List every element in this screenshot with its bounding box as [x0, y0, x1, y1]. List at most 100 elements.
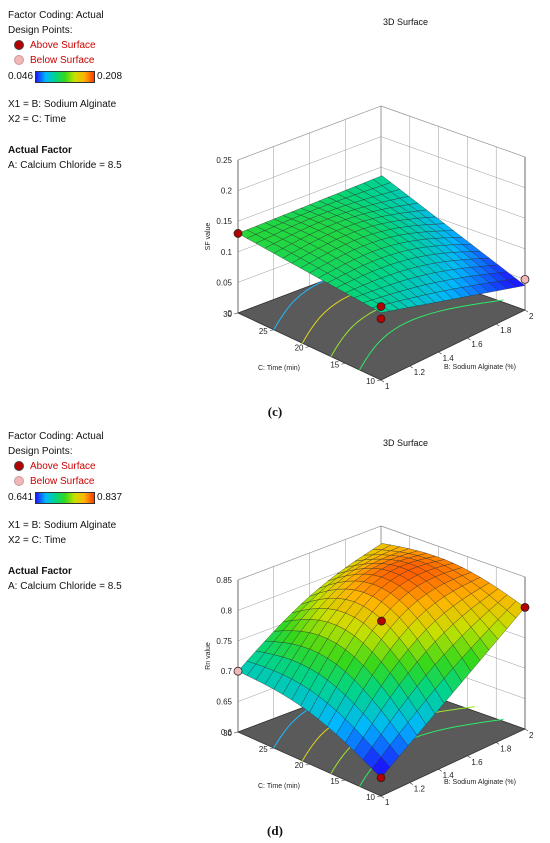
design-point-above — [233, 229, 243, 238]
z-tick-label: 0.6 — [221, 728, 233, 737]
wall-gridline — [380, 166, 526, 219]
y-axis-title: C: Time (min) — [258, 365, 300, 372]
colorbar-max: 0.208 — [97, 71, 123, 82]
z-tick-label: 0.8 — [221, 606, 233, 615]
x-tick-label: 1.2 — [414, 785, 426, 794]
design-point-above — [376, 314, 386, 324]
colorbar-min: 0.046 — [8, 71, 34, 82]
surface-plot-c: 0 0.05 0.1 0.15 0.2 0.25 1 1.2 1.4 1.6 1.8 2 10 15 20 2… — [205, 105, 534, 391]
y-tick-label: 10 — [366, 793, 375, 802]
y-tick — [341, 362, 346, 365]
z-tick-label: 0.1 — [221, 248, 233, 257]
x-tick — [380, 379, 385, 383]
surface-mesh — [237, 543, 526, 779]
y-tick-label: 15 — [330, 360, 339, 369]
y-tick — [376, 795, 382, 798]
design-point-above — [376, 302, 386, 311]
z-tick-label: 0.7 — [221, 667, 233, 676]
x-axis: 1 1.2 1.4 1.6 1.8 2 — [380, 728, 534, 807]
design-points — [233, 602, 530, 783]
actual-factor-value: A: Calcium Chloride = 8.5 — [8, 160, 122, 171]
surface-cell — [506, 278, 526, 288]
y-tick-label: 25 — [259, 327, 268, 336]
x-tick — [380, 795, 385, 799]
x-tick — [524, 728, 529, 732]
x-tick — [467, 755, 471, 759]
y-tick-label: 20 — [295, 761, 304, 770]
z-tick-label: 0.05 — [216, 278, 232, 287]
above-surface-marker-icon — [14, 461, 24, 472]
z-tick-label: 0.75 — [216, 637, 232, 646]
surface-mesh — [237, 175, 526, 313]
x-tick-label: 2 — [529, 312, 534, 321]
chart-title-c: 3D Surface — [383, 17, 429, 27]
legend-c: Factor Coding: Actual Design Points: Abo… — [8, 8, 122, 173]
x-axis-title: B: Sodium Alginate (%) — [444, 779, 516, 786]
y-tick-label: 10 — [366, 377, 375, 386]
z-tick-label: 0.65 — [216, 698, 232, 707]
wall-gridline — [380, 525, 526, 578]
above-surface-label: Above Surface — [30, 461, 96, 472]
x-tick-label: 2 — [529, 731, 534, 740]
x-tick-label: 1.8 — [500, 744, 512, 753]
wall-gridline — [380, 136, 526, 188]
z-axis-title: Rn value — [205, 642, 212, 670]
y-tick — [269, 747, 274, 750]
x-tick-label: 1.4 — [443, 354, 455, 363]
z-tick-label: 0 — [228, 309, 233, 318]
x-tick — [409, 782, 413, 785]
y-tick-label: 30 — [223, 729, 232, 738]
y-tick-label: 15 — [330, 777, 339, 786]
below-surface-label: Below Surface — [30, 476, 95, 487]
y-axis-title: C: Time (min) — [258, 783, 300, 790]
x2-label: X2 = C: Time — [8, 114, 67, 125]
x-tick — [438, 351, 442, 355]
colorbar — [35, 70, 96, 83]
design-point-below — [520, 274, 530, 284]
colorbar-min: 0.641 — [8, 492, 34, 503]
x-tick — [467, 337, 471, 341]
design-points-label: Design Points: — [8, 446, 73, 457]
x-tick — [524, 309, 529, 313]
y-tick-label: 30 — [223, 310, 232, 319]
x-tick-label: 1.2 — [414, 368, 426, 377]
x-axis: 1 1.2 1.4 1.6 1.8 2 — [380, 309, 534, 391]
actual-factor-heading: Actual Factor — [8, 145, 72, 156]
design-points — [233, 229, 530, 324]
actual-factor-value: A: Calcium Chloride = 8.5 — [8, 581, 122, 592]
y-tick — [269, 329, 274, 332]
above-surface-marker-icon — [14, 40, 24, 51]
chart-title-d: 3D Surface — [383, 438, 429, 448]
x-tick — [438, 768, 442, 772]
y-tick-label: 20 — [295, 344, 304, 353]
x1-label: X1 = B: Sodium Alginate — [8, 99, 117, 110]
z-tick-label: 0.25 — [216, 156, 232, 165]
actual-factor-heading: Actual Factor — [8, 566, 72, 577]
design-point-below — [233, 666, 243, 676]
design-points-label: Design Points: — [8, 25, 73, 36]
y-tick — [305, 346, 310, 348]
y-axis: 10 15 20 25 30 — [223, 310, 382, 386]
below-surface-label: Below Surface — [30, 55, 95, 66]
z-tick-label: 0.85 — [216, 576, 232, 585]
design-point-above — [376, 773, 386, 783]
x-axis-title: B: Sodium Alginate (%) — [444, 364, 516, 371]
caption-c: (c) — [267, 404, 283, 419]
x-tick — [496, 742, 500, 745]
panel-c: Factor Coding: Actual Design Points: Abo… — [0, 0, 550, 421]
above-surface-label: Above Surface — [30, 40, 96, 51]
below-surface-marker-icon — [14, 476, 24, 487]
y-tick — [376, 379, 382, 382]
z-axis-title: SF value — [205, 223, 212, 251]
x2-label: X2 = C: Time — [8, 535, 67, 546]
design-point-above — [520, 602, 530, 612]
x-tick-label: 1 — [385, 382, 390, 391]
x-tick-label: 1.8 — [500, 326, 512, 335]
y-axis: 10 15 20 25 30 — [223, 729, 382, 802]
colorbar — [35, 491, 96, 504]
y-tick-label: 25 — [259, 745, 268, 754]
x-tick — [496, 323, 500, 327]
design-point-above — [377, 616, 386, 626]
x-tick-label: 1 — [385, 798, 390, 807]
surface-plot-d: 0.6 0.65 0.7 0.75 0.8 0.85 1 1.2 1.4 1.6 1.8 2 10 15 2… — [205, 525, 534, 807]
